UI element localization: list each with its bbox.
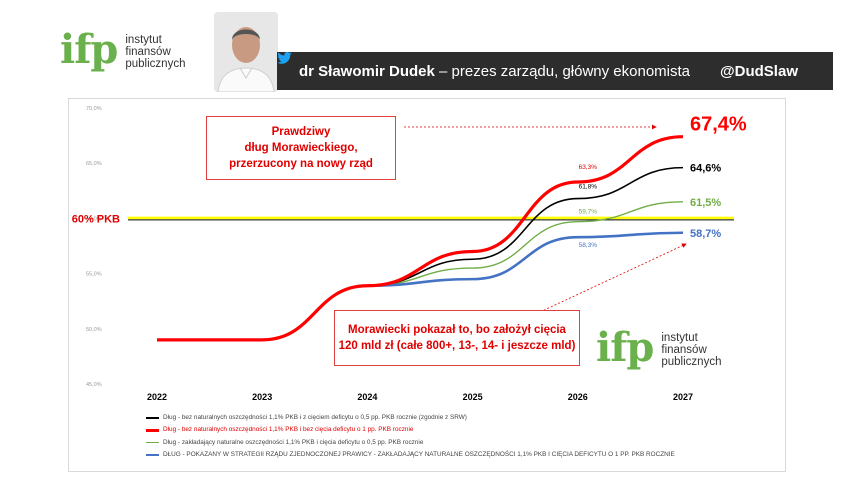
mid-value-label: 61,8% [579, 184, 598, 191]
series-line-red [156, 135, 684, 342]
mid-value-label: 58,3% [579, 242, 598, 249]
legend-label: Dług - bez naturalnych oszczędności 1,1%… [163, 426, 414, 434]
annotation-line: dług Morawieckiego, [244, 142, 358, 154]
annotation-line: Prawdziwy [271, 126, 331, 138]
author-name: dr Sławomir Dudek [299, 62, 435, 80]
logo-text: instytut finansów publicznych [125, 34, 185, 70]
legend-label: Dług - bez naturalnych oszczędności 1,1%… [163, 414, 467, 421]
mid-value-label: 59,7% [579, 209, 598, 216]
y-tick-label: 45,0% [86, 382, 102, 388]
legend-label: Dług - zakładający naturalne oszczędnośc… [163, 438, 424, 446]
author-banner: dr Sławomir Dudek – prezes zarządu, głów… [277, 52, 833, 90]
x-tick-label: 2026 [568, 392, 588, 402]
arrows [404, 124, 687, 313]
logo-line: instytut [125, 34, 162, 46]
twitter-handle: @DudSlaw [720, 62, 798, 80]
header: ifp instytut finansów publicznych dr Sła… [0, 0, 856, 96]
x-tick-label: 2023 [252, 392, 272, 402]
ifp-logo: ifp instytut finansów publicznych [60, 26, 185, 73]
legend-swatch [146, 441, 159, 444]
x-tick-label: 2025 [463, 392, 483, 402]
logo-mark: ifp [596, 324, 654, 371]
logo-line: finansów [661, 344, 707, 356]
arrow-to-58 [539, 243, 687, 313]
author-photo [214, 12, 278, 92]
logo-line: publicznych [661, 356, 722, 368]
legend-item: Dług - bez naturalnych oszczędności 1,1%… [146, 424, 675, 436]
logo-text: instytut finansów publicznych [661, 332, 721, 368]
legend-label: DŁUG - POKAZANY W STRATEGII RZĄDU ZJEDNO… [163, 450, 675, 458]
y-tick-label: 65,0% [86, 161, 102, 167]
legend-swatch [146, 429, 159, 432]
annotation-box-real-debt: Prawdziwy dług Morawieckiego, przerzucon… [206, 116, 396, 180]
end-value-label: 67,4% [690, 114, 747, 136]
end-value-label: 61,5% [690, 197, 721, 209]
y-tick-label: 50,0% [86, 327, 102, 333]
legend-item: DŁUG - POKAZANY W STRATEGII RZĄDU ZJEDNO… [146, 449, 675, 461]
logo-line: instytut [661, 332, 698, 344]
x-tick-label: 2022 [147, 392, 167, 402]
y-tick-label: 60,0% [86, 216, 102, 222]
logo-line: publicznych [125, 58, 186, 70]
threshold-label: 60% PKB [72, 213, 120, 225]
chart-panel [68, 98, 786, 472]
x-tick-label: 2024 [357, 392, 377, 402]
legend-item: Dług - bez naturalnych oszczędności 1,1%… [146, 412, 675, 424]
annotation-line: Morawiecki pokazał to, bo założył cięcia [348, 324, 566, 336]
legend-swatch [146, 453, 159, 457]
mid-value-label: 63,3% [579, 164, 598, 171]
logo-line: finansów [125, 46, 171, 58]
legend-item: Dług - zakładający naturalne oszczędnośc… [146, 437, 675, 449]
twitter-icon [277, 52, 715, 77]
end-value-label: 64,6% [690, 163, 721, 175]
series-lines [156, 135, 684, 342]
value-labels: 67,4% 64,6% 61,5% 58,7% 63,3% 61,8% 59,7% 58,3% [579, 114, 747, 249]
logo-mark: ifp [60, 26, 118, 73]
legend-swatch [146, 417, 159, 419]
legend: Dług - bez naturalnych oszczędności 1,1%… [146, 412, 675, 461]
y-axis-ticks: 45,0% 50,0% 55,0% 60,0% 65,0% 70,0% [86, 106, 102, 388]
banner-text: dr Sławomir Dudek – prezes zarządu, głów… [277, 52, 798, 80]
annotation-line: 120 mld zł (całe 800+, 13-, 14- i jeszcz… [338, 340, 576, 352]
x-axis-ticks: 2022 2023 2024 2025 2026 2027 [147, 392, 693, 402]
end-value-label: 58,7% [690, 228, 721, 240]
annotation-box-cuts: Morawiecki pokazał to, bo założył cięcia… [334, 310, 580, 366]
y-tick-label: 55,0% [86, 272, 102, 278]
y-tick-label: 70,0% [86, 106, 102, 112]
author-role: – prezes zarządu, główny ekonomista [434, 62, 691, 80]
annotation-line: przerzucony na nowy rząd [229, 158, 373, 170]
x-tick-label: 2027 [673, 392, 693, 402]
ifp-logo-bottom: ifp instytut finansów publicznych [596, 324, 721, 371]
